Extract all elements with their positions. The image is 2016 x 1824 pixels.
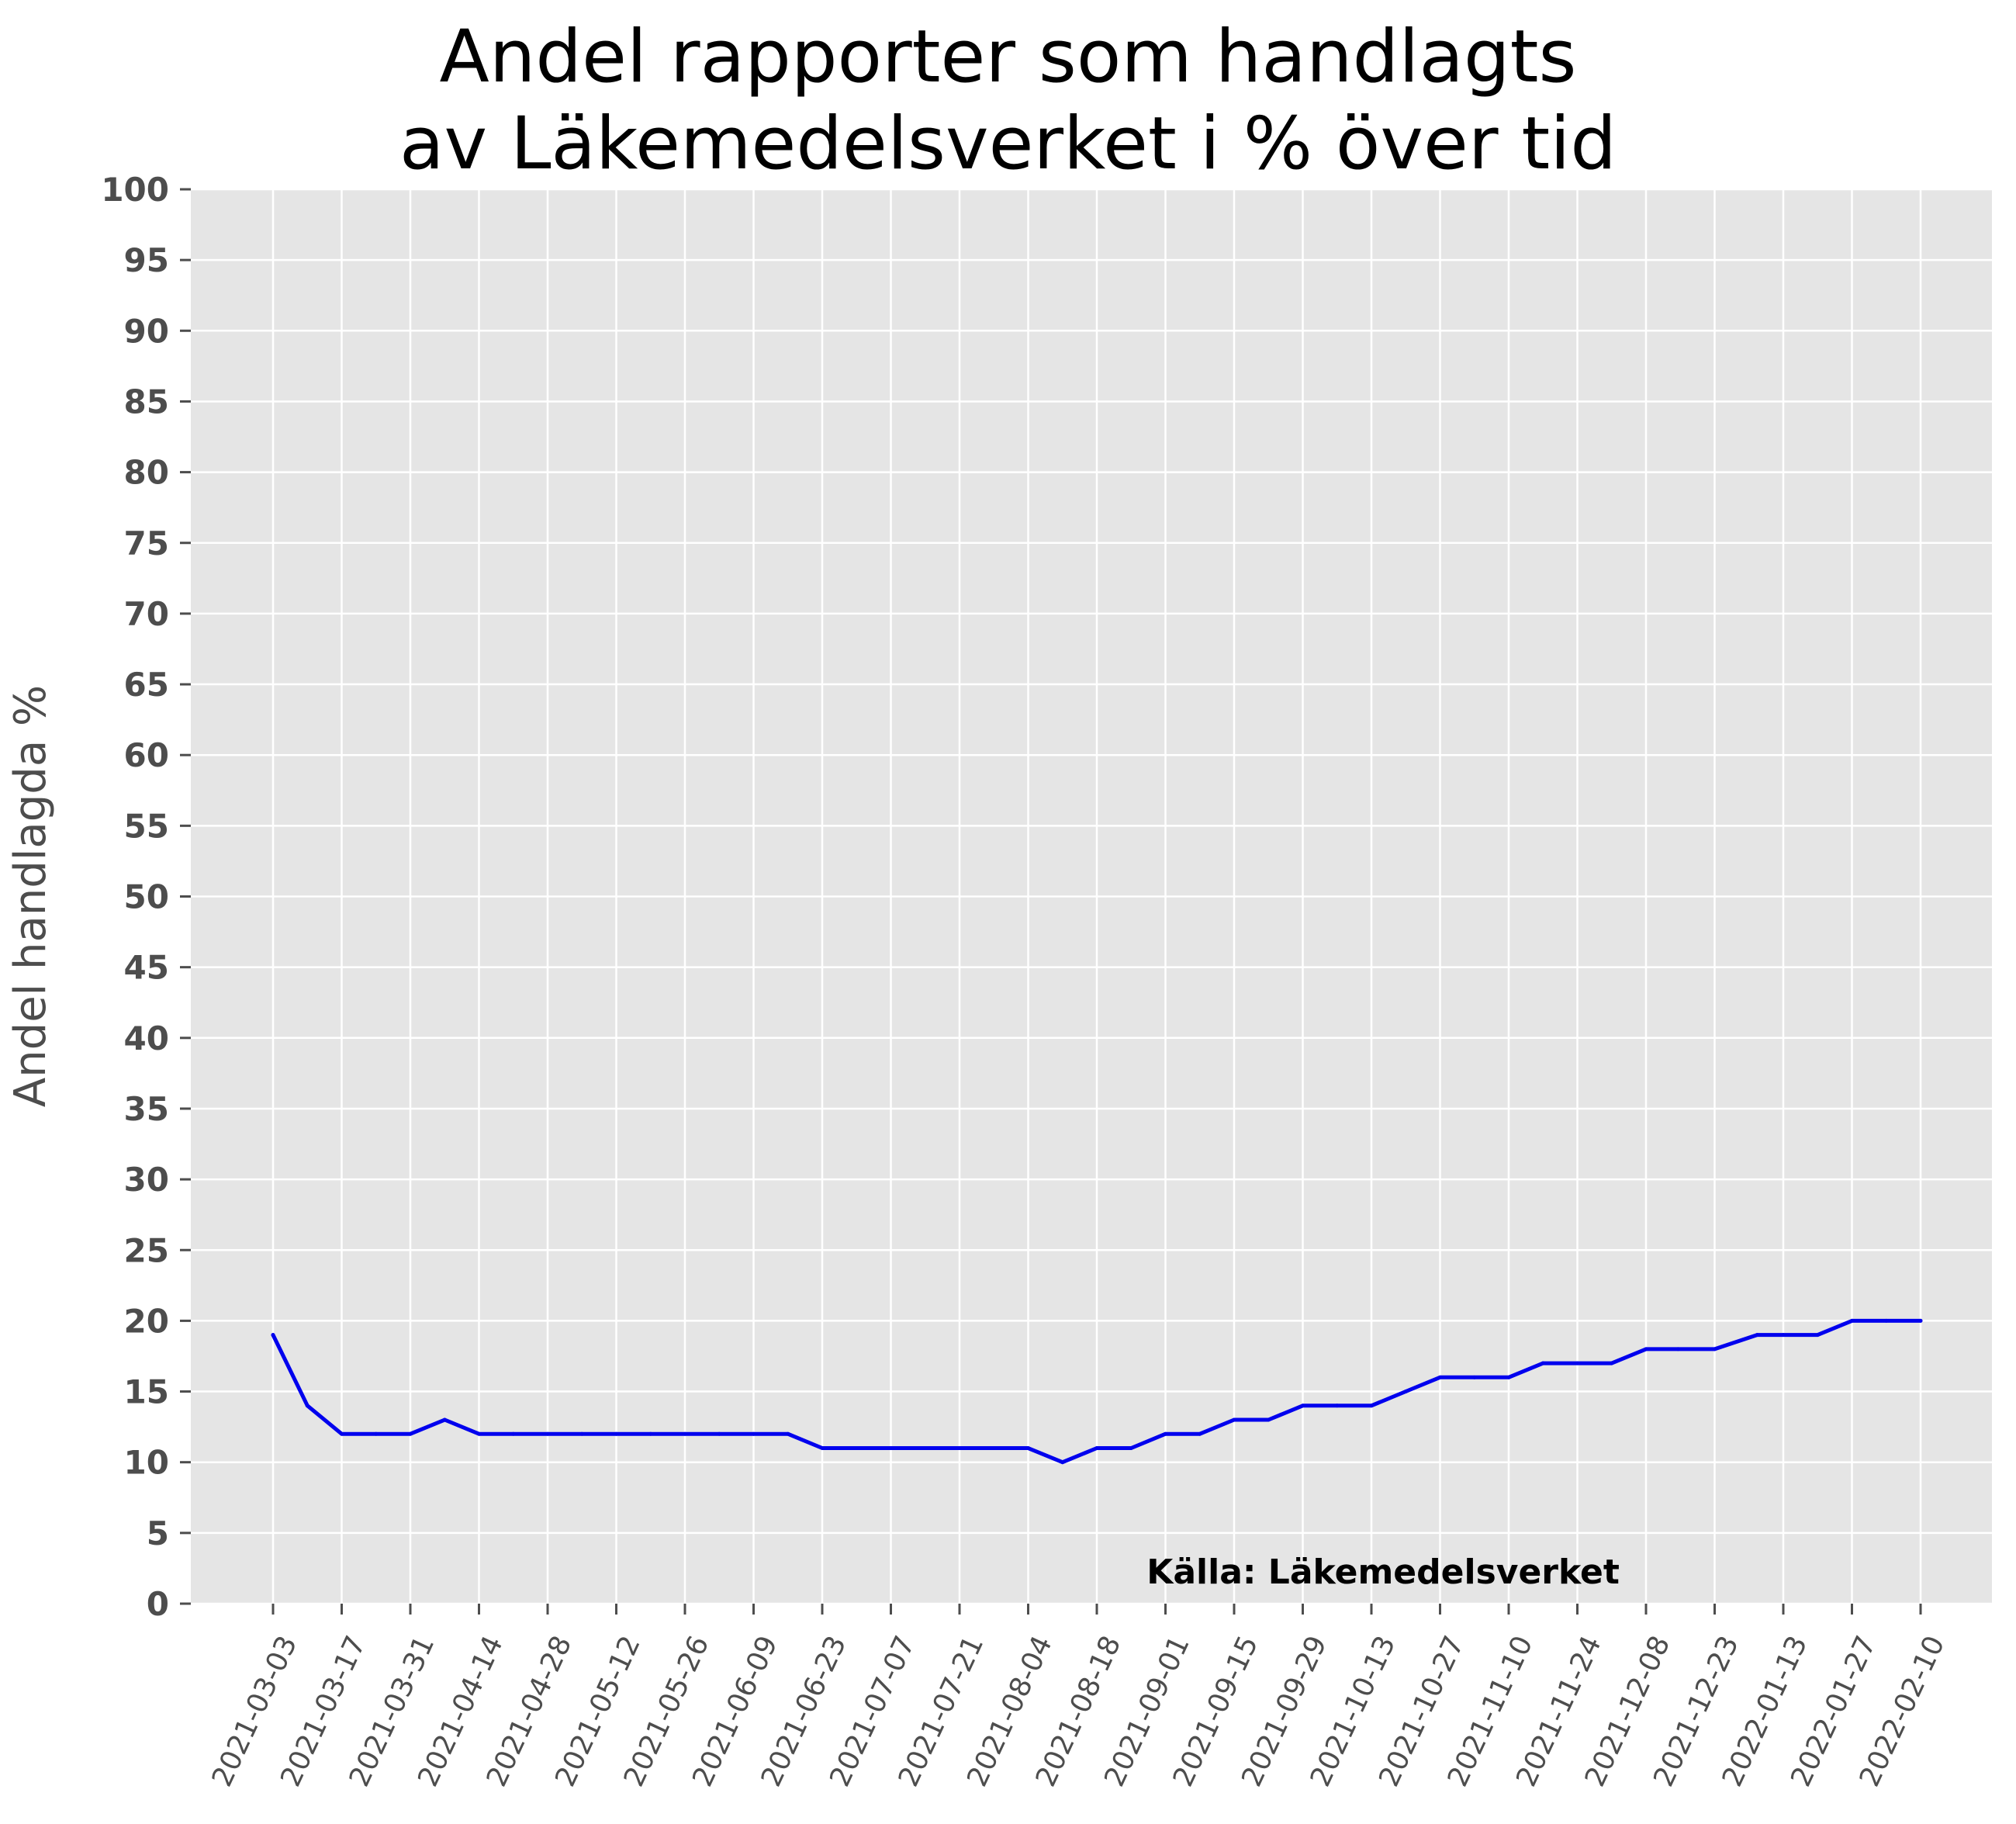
- chart-title-line: Andel rapporter som handlagts: [439, 15, 1577, 99]
- data-point: [1541, 1361, 1545, 1365]
- data-point: [786, 1431, 790, 1436]
- data-point: [442, 1417, 447, 1422]
- y-tick-label: 20: [124, 1302, 169, 1340]
- data-point: [614, 1431, 618, 1436]
- data-point: [648, 1431, 653, 1436]
- data-point: [1164, 1431, 1167, 1436]
- data-point: [923, 1445, 928, 1450]
- data-point: [683, 1431, 687, 1436]
- y-tick-label: 70: [124, 595, 169, 633]
- data-point: [1755, 1333, 1759, 1338]
- data-point: [579, 1431, 584, 1436]
- y-tick-label: 50: [124, 878, 169, 916]
- data-point: [820, 1445, 825, 1450]
- data-point: [1335, 1403, 1340, 1408]
- data-point: [717, 1431, 721, 1436]
- data-point: [1575, 1361, 1579, 1365]
- y-tick-label: 60: [124, 736, 169, 774]
- data-point: [1781, 1333, 1786, 1338]
- grid-lines: [191, 188, 1992, 1605]
- y-tick-label: 85: [124, 382, 169, 421]
- data-point: [1918, 1318, 1923, 1323]
- y-tick-label: 25: [124, 1231, 169, 1269]
- data-point: [1026, 1445, 1030, 1450]
- data-point: [1610, 1361, 1614, 1365]
- data-point: [1850, 1318, 1854, 1323]
- y-tick-label: 65: [124, 666, 169, 704]
- data-point: [1094, 1445, 1099, 1450]
- data-point: [1369, 1403, 1374, 1408]
- data-point: [1472, 1375, 1477, 1379]
- data-point: [1266, 1417, 1271, 1422]
- y-tick-label: 80: [124, 454, 169, 492]
- y-tick-label: 10: [124, 1444, 169, 1482]
- y-tick-label: 15: [124, 1373, 169, 1411]
- data-point: [374, 1431, 379, 1436]
- data-point: [271, 1333, 275, 1338]
- y-tick-label: 40: [124, 1019, 169, 1057]
- data-point: [1198, 1431, 1202, 1436]
- chart-title: Andel rapporter som handlagts av Läkemede…: [0, 14, 2016, 188]
- data-point: [1129, 1445, 1133, 1450]
- data-point: [477, 1431, 481, 1436]
- data-point: [408, 1431, 413, 1436]
- data-point: [1815, 1333, 1820, 1338]
- y-tick-label: 100: [101, 171, 169, 209]
- y-tick-label: 30: [124, 1161, 169, 1199]
- data-point: [1403, 1390, 1408, 1394]
- data-point: [889, 1445, 893, 1450]
- data-point: [1884, 1318, 1889, 1323]
- data-point: [957, 1445, 962, 1450]
- y-axis: 0 5 10 15 20 25 30 35 40 45 50 55 60 65 70 75 80 85 90 95 10…: [101, 171, 191, 1623]
- x-axis: 2021-03-032021-03-172021-03-312021-04-14…: [206, 1604, 1951, 1791]
- data-point: [1301, 1403, 1305, 1408]
- data-point: [854, 1445, 859, 1450]
- data-point: [340, 1431, 344, 1436]
- y-tick-label: 90: [124, 312, 169, 350]
- data-point: [511, 1431, 516, 1436]
- y-tick-label: 55: [124, 807, 169, 845]
- y-tick-label: 45: [124, 949, 169, 987]
- data-point: [752, 1431, 756, 1436]
- data-point: [1438, 1375, 1442, 1379]
- data-point: [1506, 1375, 1511, 1379]
- data-point: [1060, 1460, 1065, 1465]
- data-point: [305, 1403, 309, 1408]
- data-point: [991, 1445, 996, 1450]
- series-layer: [271, 1318, 1923, 1465]
- data-point: [545, 1431, 550, 1436]
- y-tick-label: 5: [147, 1514, 169, 1552]
- chart-title-line: av Läkemedelsverket i % över tid: [399, 102, 1617, 186]
- y-tick-label: 35: [124, 1090, 169, 1128]
- y-tick-label: 75: [124, 524, 169, 562]
- data-point: [1644, 1347, 1648, 1352]
- annotation-layer: Källa: Läkemedelsverket: [1146, 1552, 1620, 1592]
- data-point: [1713, 1347, 1717, 1352]
- y-axis-label: Andel handlagda %: [5, 685, 56, 1107]
- data-point: [1232, 1417, 1236, 1422]
- y-tick-label: 0: [147, 1585, 169, 1623]
- y-tick-label: 95: [124, 241, 169, 279]
- source-annotation: Källa: Läkemedelsverket: [1146, 1552, 1620, 1592]
- data-point: [1675, 1347, 1680, 1352]
